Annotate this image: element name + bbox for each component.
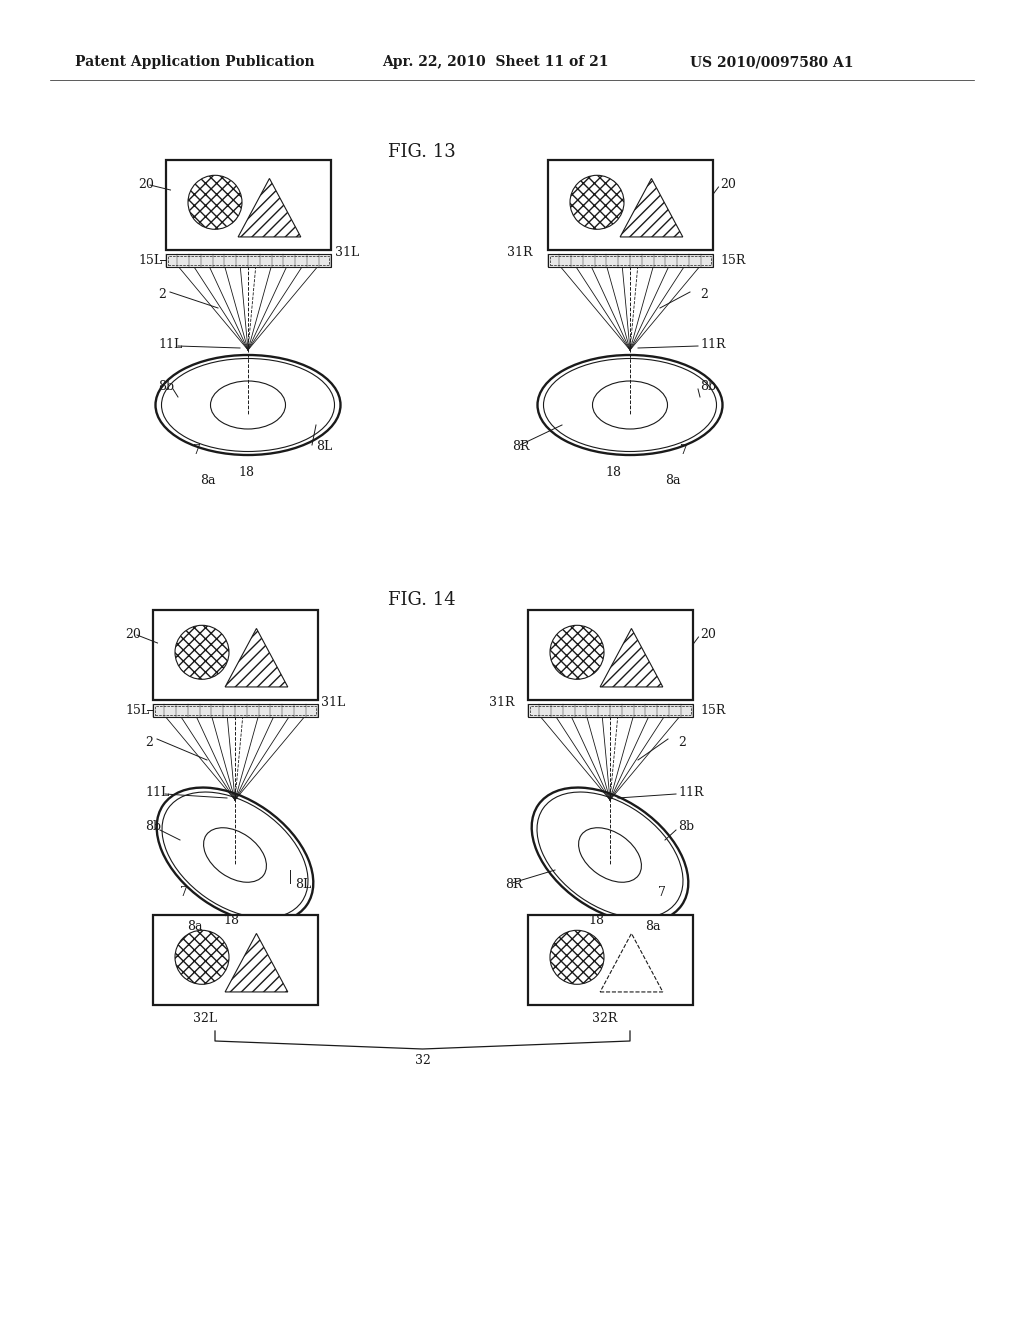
Circle shape <box>570 176 624 230</box>
Text: FIG. 13: FIG. 13 <box>388 143 456 161</box>
Polygon shape <box>239 178 301 238</box>
Text: Apr. 22, 2010  Sheet 11 of 21: Apr. 22, 2010 Sheet 11 of 21 <box>382 55 608 69</box>
Text: 11L: 11L <box>145 785 169 799</box>
Bar <box>155 705 315 714</box>
Text: 7: 7 <box>180 887 187 899</box>
Bar <box>166 160 331 249</box>
Text: 8b: 8b <box>678 821 694 833</box>
Text: 18: 18 <box>238 466 254 479</box>
Circle shape <box>550 626 604 680</box>
Text: 7: 7 <box>680 445 688 458</box>
Text: 8L: 8L <box>316 441 332 454</box>
Bar <box>548 253 713 267</box>
Text: 15L: 15L <box>125 704 150 717</box>
Text: 8a: 8a <box>665 474 681 487</box>
Text: Patent Application Publication: Patent Application Publication <box>75 55 314 69</box>
Text: 31R: 31R <box>489 696 515 709</box>
Bar <box>527 610 692 700</box>
Bar <box>153 610 317 700</box>
Text: 2: 2 <box>678 735 686 748</box>
Circle shape <box>550 931 604 985</box>
Circle shape <box>188 176 242 230</box>
Text: 8R: 8R <box>505 879 522 891</box>
Text: 11R: 11R <box>678 785 703 799</box>
Text: 11R: 11R <box>700 338 725 351</box>
Circle shape <box>175 931 229 985</box>
Bar <box>168 256 329 264</box>
Polygon shape <box>225 628 288 686</box>
Text: 20: 20 <box>700 628 717 642</box>
Text: 31L: 31L <box>336 246 359 259</box>
Text: 15L: 15L <box>138 253 162 267</box>
Text: 7: 7 <box>193 445 201 458</box>
Bar <box>153 704 317 717</box>
Bar <box>550 256 711 264</box>
Bar <box>153 915 317 1005</box>
Bar <box>529 705 690 714</box>
Text: 11L: 11L <box>158 338 182 351</box>
Text: US 2010/0097580 A1: US 2010/0097580 A1 <box>690 55 853 69</box>
Polygon shape <box>225 933 288 991</box>
Text: 18: 18 <box>223 913 239 927</box>
Polygon shape <box>600 628 663 686</box>
Text: 8b: 8b <box>158 380 174 393</box>
Polygon shape <box>621 178 683 238</box>
Text: 8a: 8a <box>200 474 215 487</box>
Text: 31L: 31L <box>321 696 345 709</box>
Text: 8a: 8a <box>187 920 203 933</box>
Text: 8R: 8R <box>512 441 529 454</box>
Text: 8b: 8b <box>145 821 161 833</box>
Text: 2: 2 <box>158 289 166 301</box>
Text: 15R: 15R <box>721 253 745 267</box>
Text: 20: 20 <box>125 628 141 642</box>
Bar <box>527 915 692 1005</box>
Text: 32: 32 <box>415 1055 430 1068</box>
Text: 18: 18 <box>605 466 621 479</box>
Text: 8a: 8a <box>645 920 660 933</box>
Bar <box>527 704 692 717</box>
Text: 31R: 31R <box>508 246 534 259</box>
Text: 20: 20 <box>138 178 154 191</box>
Text: 20: 20 <box>721 178 736 191</box>
Circle shape <box>175 626 229 680</box>
Bar <box>166 253 331 267</box>
Text: 32R: 32R <box>592 1011 617 1024</box>
Text: 18: 18 <box>588 913 604 927</box>
Text: 2: 2 <box>700 289 708 301</box>
Text: 7: 7 <box>658 887 666 899</box>
Text: 2: 2 <box>145 735 153 748</box>
Text: 15R: 15R <box>700 704 726 717</box>
Text: 8L: 8L <box>295 879 311 891</box>
Polygon shape <box>600 933 663 991</box>
Text: 8b: 8b <box>700 380 716 393</box>
Text: FIG. 14: FIG. 14 <box>388 591 456 609</box>
Text: 32L: 32L <box>193 1011 217 1024</box>
Bar <box>548 160 713 249</box>
